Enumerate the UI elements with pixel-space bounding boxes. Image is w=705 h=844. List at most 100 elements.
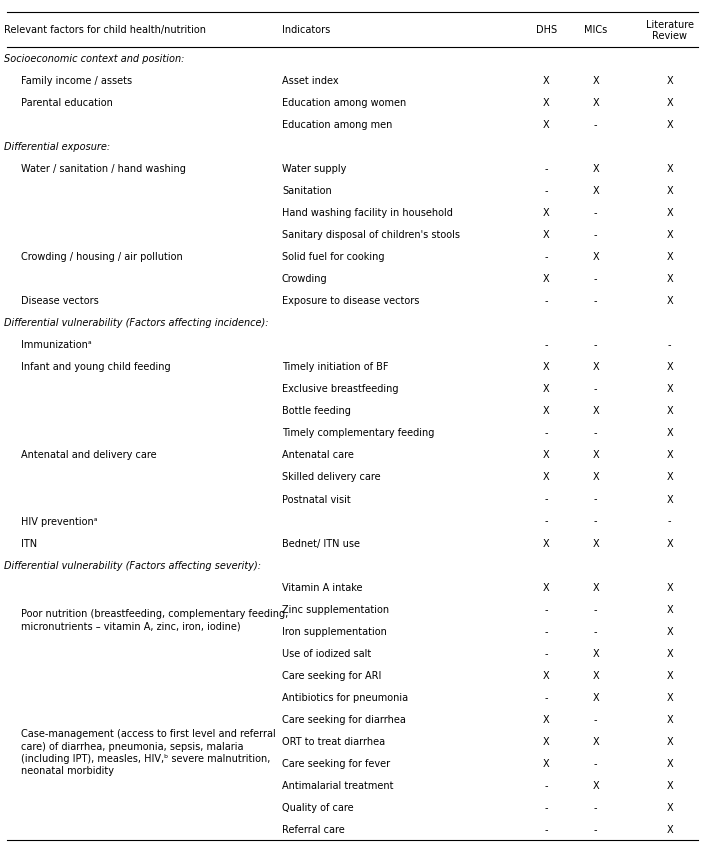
- Text: Differential vulnerability (Factors affecting severity):: Differential vulnerability (Factors affe…: [4, 560, 261, 570]
- Text: Bednet/ ITN use: Bednet/ ITN use: [282, 538, 360, 548]
- Text: -: -: [545, 780, 548, 790]
- Text: Postnatal visit: Postnatal visit: [282, 494, 351, 504]
- Text: Crowding: Crowding: [282, 274, 328, 284]
- Text: Hand washing facility in household: Hand washing facility in household: [282, 208, 453, 218]
- Text: X: X: [592, 538, 599, 548]
- Text: -: -: [594, 802, 597, 812]
- Text: X: X: [592, 736, 599, 746]
- Text: X: X: [592, 186, 599, 196]
- Text: X: X: [592, 582, 599, 592]
- Text: X: X: [543, 450, 550, 460]
- Text: HIV preventionᵃ: HIV preventionᵃ: [21, 516, 98, 526]
- Text: X: X: [666, 98, 673, 108]
- Text: X: X: [543, 670, 550, 680]
- Text: X: X: [543, 230, 550, 240]
- Text: Zinc supplementation: Zinc supplementation: [282, 603, 389, 614]
- Text: -: -: [594, 516, 597, 526]
- Text: X: X: [543, 472, 550, 482]
- Text: -: -: [545, 626, 548, 636]
- Text: -: -: [545, 494, 548, 504]
- Text: X: X: [666, 208, 673, 218]
- Text: X: X: [666, 603, 673, 614]
- Text: Water / sanitation / hand washing: Water / sanitation / hand washing: [21, 164, 186, 174]
- Text: X: X: [592, 670, 599, 680]
- Text: X: X: [543, 384, 550, 394]
- Text: X: X: [543, 274, 550, 284]
- Text: X: X: [592, 252, 599, 262]
- Text: -: -: [545, 164, 548, 174]
- Text: -: -: [594, 208, 597, 218]
- Text: -: -: [668, 516, 671, 526]
- Text: Antimalarial treatment: Antimalarial treatment: [282, 780, 393, 790]
- Text: X: X: [592, 406, 599, 416]
- Text: -: -: [594, 274, 597, 284]
- Text: X: X: [666, 296, 673, 306]
- Text: Timely initiation of BF: Timely initiation of BF: [282, 362, 388, 372]
- Text: X: X: [666, 824, 673, 834]
- Text: Exclusive breastfeeding: Exclusive breastfeeding: [282, 384, 398, 394]
- Text: -: -: [545, 340, 548, 350]
- Text: -: -: [594, 120, 597, 130]
- Text: -: -: [594, 494, 597, 504]
- Text: Education among women: Education among women: [282, 98, 406, 108]
- Text: -: -: [594, 230, 597, 240]
- Text: -: -: [545, 692, 548, 702]
- Text: X: X: [543, 208, 550, 218]
- Text: -: -: [594, 758, 597, 768]
- Text: X: X: [592, 472, 599, 482]
- Text: -: -: [545, 186, 548, 196]
- Text: DHS: DHS: [536, 25, 557, 35]
- Text: X: X: [592, 648, 599, 657]
- Text: -: -: [594, 824, 597, 834]
- Text: X: X: [666, 714, 673, 724]
- Text: -: -: [594, 626, 597, 636]
- Text: Disease vectors: Disease vectors: [21, 296, 99, 306]
- Text: Infant and young child feeding: Infant and young child feeding: [21, 362, 171, 372]
- Text: X: X: [666, 670, 673, 680]
- Text: X: X: [543, 98, 550, 108]
- Text: X: X: [543, 120, 550, 130]
- Text: X: X: [543, 76, 550, 86]
- Text: Antenatal care: Antenatal care: [282, 450, 354, 460]
- Text: Indicators: Indicators: [282, 25, 330, 35]
- Text: X: X: [666, 758, 673, 768]
- Text: X: X: [666, 538, 673, 548]
- Text: -: -: [594, 340, 597, 350]
- Text: X: X: [666, 362, 673, 372]
- Text: X: X: [666, 802, 673, 812]
- Text: Differential exposure:: Differential exposure:: [4, 142, 110, 152]
- Text: -: -: [594, 384, 597, 394]
- Text: X: X: [543, 758, 550, 768]
- Text: Asset index: Asset index: [282, 76, 338, 86]
- Text: Referral care: Referral care: [282, 824, 345, 834]
- Text: Antibiotics for pneumonia: Antibiotics for pneumonia: [282, 692, 408, 702]
- Text: Family income / assets: Family income / assets: [21, 76, 133, 86]
- Text: -: -: [545, 824, 548, 834]
- Text: -: -: [545, 603, 548, 614]
- Text: -: -: [594, 714, 597, 724]
- Text: Parental education: Parental education: [21, 98, 113, 108]
- Text: -: -: [545, 296, 548, 306]
- Text: X: X: [666, 626, 673, 636]
- Text: -: -: [545, 516, 548, 526]
- Text: Solid fuel for cooking: Solid fuel for cooking: [282, 252, 384, 262]
- Text: X: X: [666, 648, 673, 657]
- Text: Vitamin A intake: Vitamin A intake: [282, 582, 362, 592]
- Text: ORT to treat diarrhea: ORT to treat diarrhea: [282, 736, 385, 746]
- Text: Exposure to disease vectors: Exposure to disease vectors: [282, 296, 419, 306]
- Text: X: X: [543, 736, 550, 746]
- Text: X: X: [666, 450, 673, 460]
- Text: X: X: [592, 362, 599, 372]
- Text: X: X: [543, 538, 550, 548]
- Text: X: X: [592, 76, 599, 86]
- Text: Use of iodized salt: Use of iodized salt: [282, 648, 372, 657]
- Text: Bottle feeding: Bottle feeding: [282, 406, 351, 416]
- Text: ITN: ITN: [21, 538, 37, 548]
- Text: MICs: MICs: [584, 25, 607, 35]
- Text: Sanitation: Sanitation: [282, 186, 332, 196]
- Text: X: X: [666, 384, 673, 394]
- Text: -: -: [545, 648, 548, 657]
- Text: X: X: [592, 98, 599, 108]
- Text: X: X: [666, 780, 673, 790]
- Text: -: -: [545, 252, 548, 262]
